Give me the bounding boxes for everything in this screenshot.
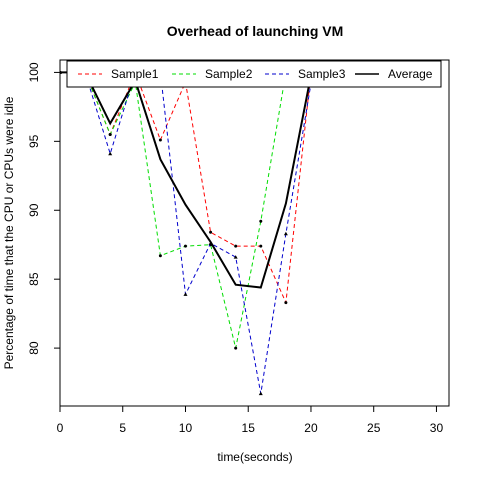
x-tick-label: 0 (57, 421, 64, 435)
x-tick-label: 20 (304, 421, 318, 435)
x-tick-label: 25 (367, 421, 381, 435)
chart-title: Overhead of launching VM (167, 23, 344, 39)
x-axis-label: time(seconds) (217, 450, 292, 464)
point-sample1 (234, 244, 238, 248)
y-tick-label: 90 (27, 203, 41, 217)
point-sample1 (284, 301, 288, 305)
x-tick-label: 30 (430, 421, 444, 435)
series-group (60, 70, 439, 396)
x-tick-label: 5 (119, 421, 126, 435)
legend: Sample1 Sample2 Sample3 Average (66, 60, 442, 88)
plot-area (60, 70, 439, 396)
series-line-sample2 (60, 71, 437, 349)
y-tick-label: 85 (27, 272, 41, 286)
y-tick-label: 100 (27, 62, 41, 82)
point-sample3 (283, 231, 288, 236)
point-sample3 (233, 255, 238, 259)
point-sample2 (259, 219, 263, 223)
point-sample1 (259, 244, 263, 248)
y-axis-label: Percentage of time that the CPU or CPUs … (2, 96, 16, 369)
y-tick-label: 95 (27, 134, 41, 148)
series-line-sample1 (60, 71, 437, 305)
point-sample2 (234, 346, 238, 350)
point-sample3 (183, 292, 188, 296)
point-sample1 (209, 230, 213, 234)
x-tick-label: 15 (242, 421, 256, 435)
y-axis: 80 85 90 95 100 (27, 62, 60, 355)
series-line-sample3 (60, 71, 437, 394)
legend-label-sample3: Sample3 (298, 67, 346, 81)
point-sample3 (258, 391, 263, 396)
point-sample2 (108, 132, 112, 136)
y-tick-label: 80 (27, 341, 41, 355)
point-sample2 (158, 254, 162, 258)
point-sample2 (183, 244, 187, 248)
legend-label-average: Average (388, 67, 433, 81)
series-line-average (60, 71, 437, 289)
point-sample3 (108, 151, 113, 156)
plot-frame (59, 59, 450, 407)
legend-label-sample1: Sample1 (111, 67, 159, 81)
point-sample1 (158, 138, 162, 142)
legend-label-sample2: Sample2 (205, 67, 253, 81)
x-tick-label: 10 (179, 421, 193, 435)
x-axis: 0 5 10 15 20 25 30 (57, 406, 444, 435)
